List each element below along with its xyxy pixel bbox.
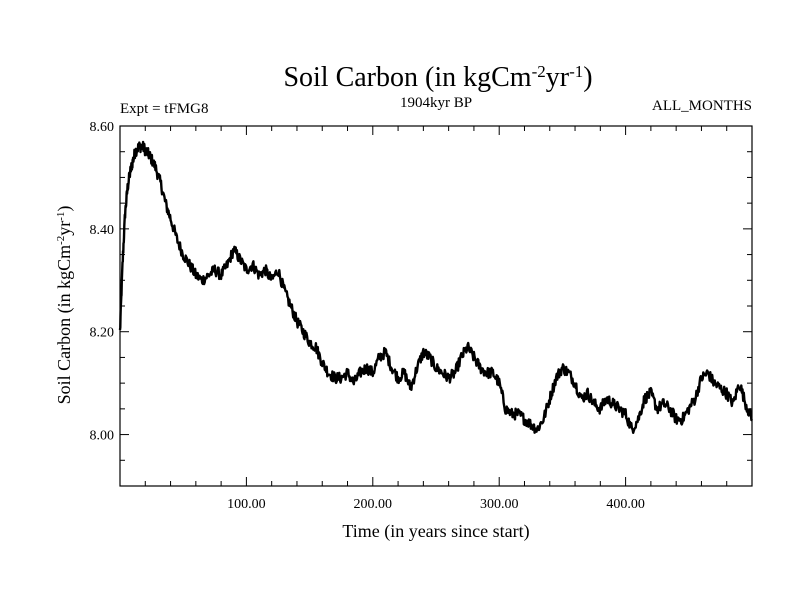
x-tick-label: 100.00: [227, 497, 266, 512]
chart-title-mid: yr: [546, 62, 570, 93]
y-axis-label-base: Soil Carbon (in kgCm: [54, 245, 75, 405]
y-tick-label: 8.60: [90, 120, 115, 135]
y-tick-label: 8.20: [90, 326, 115, 341]
y-tick-label: 8.00: [90, 429, 115, 444]
plot-frame: [119, 125, 753, 487]
chart-title-end: ): [583, 62, 592, 93]
y-axis-label-exp2: -1: [55, 212, 67, 221]
y-axis-label-end: ): [54, 206, 75, 212]
x-tick-label: 400.00: [606, 497, 645, 512]
chart-right-label: ALL_MONTHS: [652, 98, 752, 114]
chart-title: Soil Carbon (in kgCm-2yr-1): [283, 62, 592, 94]
axis-ticks: 100.00 200.00 300.00 400.00 8.00 8.20 8.40 8.60: [90, 120, 752, 512]
y-axis-label: Soil Carbon (in kgCm-2yr-1): [54, 206, 75, 405]
x-axis-label: Time (in years since start): [342, 521, 529, 542]
y-tick-label: 8.40: [90, 223, 115, 238]
chart-title-exp1: -2: [532, 62, 546, 81]
chart-left-label: Expt = tFMG8: [120, 101, 208, 117]
y-axis-label-exp1: -2: [55, 236, 67, 245]
y-axis-label-mid: yr: [54, 221, 74, 236]
chart-title-exp2: -1: [569, 62, 583, 81]
x-tick-label: 300.00: [480, 497, 519, 512]
series-line: [118, 140, 753, 434]
chart-subtitle: 1904kyr BP: [400, 95, 472, 111]
x-tick-label: 200.00: [354, 497, 393, 512]
chart-title-base: Soil Carbon (in kgCm: [283, 62, 531, 93]
plot-series: [118, 140, 753, 434]
